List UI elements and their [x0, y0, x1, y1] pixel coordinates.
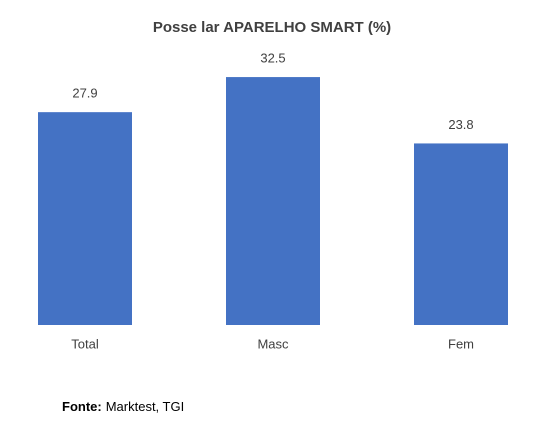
chart-title: Posse lar APARELHO SMART (%) — [153, 19, 391, 36]
source-text: Marktest, TGI — [106, 399, 185, 414]
source-label: Fonte: — [62, 399, 102, 414]
bar — [38, 112, 132, 325]
data-label: 27.9 — [72, 86, 97, 101]
data-label: 32.5 — [260, 51, 285, 66]
bar — [414, 143, 508, 325]
source: Fonte: Marktest, TGI — [62, 399, 184, 414]
x-tick-label: Fem — [448, 336, 474, 351]
data-label: 23.8 — [448, 117, 473, 132]
bar — [226, 77, 320, 325]
x-tick-label: Total — [71, 336, 99, 351]
x-tick-label: Masc — [257, 336, 289, 351]
